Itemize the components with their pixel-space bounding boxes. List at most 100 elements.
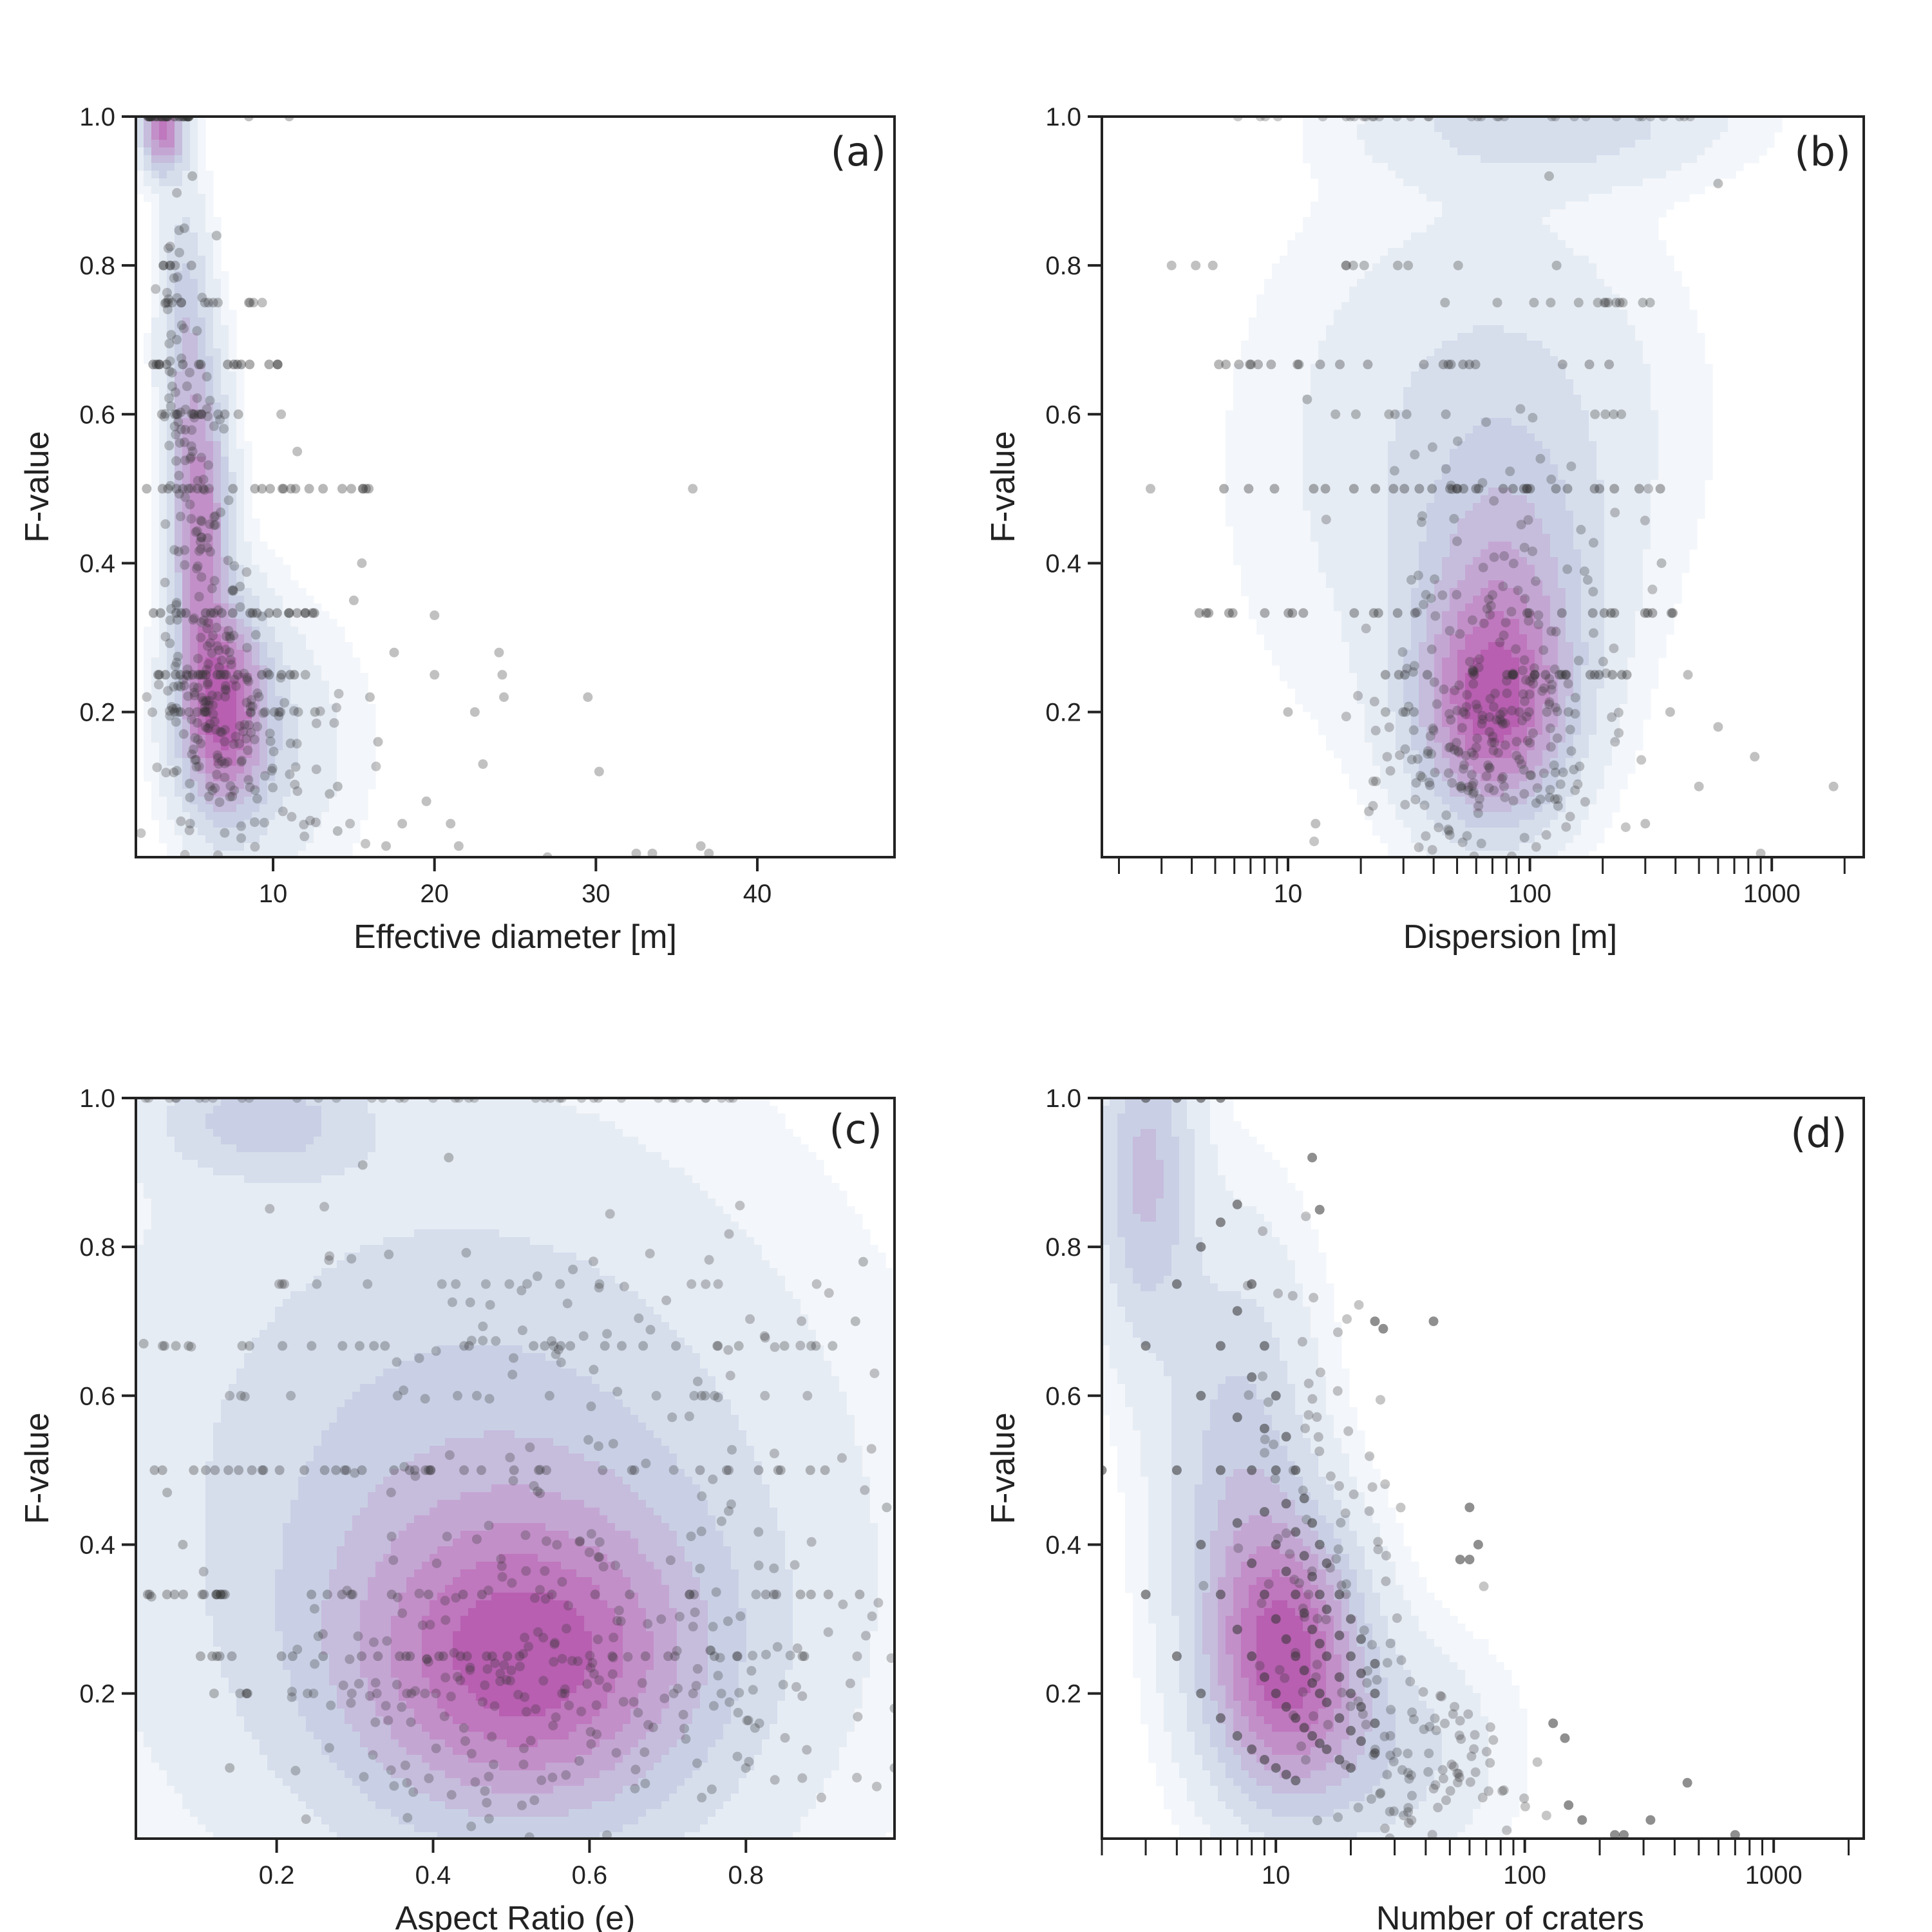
density-cell — [290, 758, 299, 766]
density-cell — [1442, 225, 1450, 233]
density-cell — [198, 812, 206, 820]
density-cell — [144, 704, 152, 712]
density-cell — [1442, 178, 1450, 187]
density-cell — [198, 317, 206, 326]
scatter-point — [196, 632, 206, 643]
density-cell — [1372, 480, 1381, 488]
density-cell — [1573, 279, 1582, 287]
scatter-point — [195, 670, 205, 680]
density-cell — [360, 743, 368, 751]
density-cell — [1365, 449, 1373, 457]
y-tick-label: 0.4 — [79, 549, 115, 578]
density-cell — [1550, 287, 1558, 295]
density-cell — [1635, 186, 1643, 194]
density-cell — [1496, 449, 1504, 457]
density-cell — [290, 789, 299, 797]
density-cell — [1674, 464, 1682, 473]
density-cell — [229, 495, 237, 504]
scatter-point — [389, 647, 399, 658]
density-cell — [1566, 132, 1574, 140]
density-cell — [298, 704, 307, 712]
density-cell — [1388, 488, 1396, 496]
density-cell — [1488, 457, 1497, 465]
density-cell — [159, 225, 167, 233]
density-cell — [182, 758, 191, 766]
density-cell — [1256, 302, 1265, 310]
density-cell — [1388, 441, 1396, 450]
density-cell — [151, 542, 160, 550]
density-contours — [136, 117, 376, 857]
density-cell — [1620, 240, 1628, 249]
density-cell — [1311, 441, 1319, 450]
density-cell — [1326, 433, 1334, 442]
density-cell — [205, 379, 214, 388]
density-cell — [213, 287, 222, 295]
density-cell — [1264, 302, 1273, 310]
density-cell — [1558, 348, 1566, 357]
density-cell — [1241, 433, 1249, 442]
density-cell — [1689, 317, 1698, 326]
density-cell — [1643, 124, 1651, 133]
density-cell — [1256, 426, 1265, 434]
density-cell — [1573, 410, 1582, 419]
density-cell — [182, 665, 191, 674]
density-cell — [1488, 310, 1497, 318]
density-cell — [329, 750, 337, 759]
density-cell — [1434, 140, 1443, 148]
density-cell — [337, 804, 345, 813]
density-cell — [1357, 441, 1365, 450]
density-cell — [1450, 457, 1458, 465]
density-cell — [221, 418, 229, 426]
density-cell — [1403, 457, 1412, 465]
density-cell — [1674, 163, 1682, 171]
density-cell — [221, 542, 229, 550]
y-axis-label: F-value — [19, 431, 56, 542]
density-cell — [329, 781, 337, 790]
density-cell — [1318, 457, 1327, 465]
scatter-point — [164, 294, 174, 304]
density-cell — [1341, 325, 1350, 334]
density-cell — [337, 835, 345, 844]
density-cell — [213, 402, 222, 411]
scatter-point — [167, 298, 177, 308]
density-cell — [1566, 240, 1574, 249]
density-cell — [1311, 310, 1319, 318]
density-cell — [1411, 202, 1419, 210]
density-cell — [1728, 140, 1736, 148]
density-cell — [275, 781, 283, 790]
density-cell — [1604, 240, 1613, 249]
density-cell — [337, 743, 345, 751]
density-cell — [1280, 441, 1288, 450]
scatter-point — [334, 688, 344, 699]
density-cell — [1372, 302, 1381, 310]
density-cell — [1256, 294, 1265, 303]
scatter-point — [272, 608, 282, 618]
density-cell — [1674, 147, 1682, 156]
scatter-point — [247, 701, 258, 712]
density-cell — [1349, 202, 1358, 210]
density-cell — [1473, 124, 1481, 133]
density-cell — [1596, 402, 1605, 411]
density-cell — [1681, 186, 1690, 194]
density-cell — [198, 387, 206, 395]
density-cell — [1535, 217, 1543, 225]
density-cell — [1519, 287, 1528, 295]
density-cell — [1689, 124, 1698, 133]
density-cell — [1566, 155, 1574, 164]
density-cell — [260, 634, 268, 643]
density-cell — [1256, 488, 1265, 496]
density-cell — [182, 372, 191, 380]
density-cell — [236, 835, 245, 844]
scatter-point — [265, 736, 276, 746]
scatter-point — [269, 707, 279, 717]
density-cell — [213, 758, 222, 766]
density-cell — [1581, 341, 1589, 349]
density-cell — [1651, 387, 1659, 395]
density-cell — [229, 743, 237, 751]
density-cell — [1488, 449, 1497, 457]
scatter-point — [189, 690, 200, 701]
density-cell — [136, 186, 144, 194]
density-cell — [329, 820, 337, 828]
density-cell — [1511, 217, 1520, 225]
density-cell — [182, 534, 191, 542]
